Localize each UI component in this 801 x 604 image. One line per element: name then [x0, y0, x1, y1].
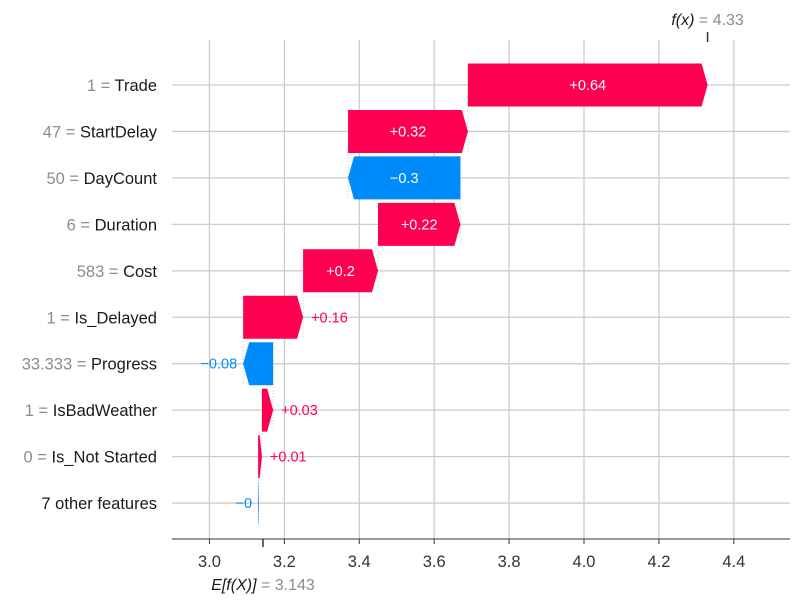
bar-value-label: +0.64 [569, 78, 606, 94]
bar-value-label: −0 [236, 496, 253, 512]
x-tick-label: 3.0 [198, 553, 221, 571]
waterfall-bar [258, 435, 262, 479]
bar-value-label: +0.2 [326, 264, 355, 280]
feature-value: 1 = [87, 77, 115, 95]
x-tick-label: 3.8 [498, 553, 521, 571]
feature-value: 47 = [43, 123, 80, 141]
feature-label: 0 = Is_Not Started [24, 449, 157, 467]
output-value-label: f(x) = 4.33 [671, 12, 744, 29]
feature-name: Progress [91, 356, 157, 374]
feature-name: Cost [123, 263, 157, 281]
feature-value: 583 = [77, 263, 123, 281]
feature-name: Duration [95, 216, 157, 234]
feature-name: StartDelay [80, 123, 158, 141]
waterfall-bar [378, 202, 461, 246]
feature-label: 1 = Is_Delayed [46, 309, 157, 327]
waterfall-bar [348, 156, 461, 200]
bar-value-label: −0.3 [390, 171, 419, 187]
feature-label: 1 = IsBadWeather [25, 402, 158, 420]
feature-name: DayCount [84, 170, 158, 188]
feature-name: IsBadWeather [53, 402, 158, 420]
feature-name: 7 other features [41, 495, 157, 513]
x-tick-label: 3.6 [423, 553, 446, 571]
feature-value: 1 = [25, 402, 53, 420]
waterfall-bar [243, 342, 274, 386]
x-tick-label: 3.4 [348, 553, 371, 571]
bar-value-label: +0.22 [401, 217, 438, 233]
bar-layer [242, 63, 708, 525]
feature-label: 1 = Trade [87, 77, 157, 95]
waterfall-bar [348, 109, 468, 153]
feature-value: 0 = [24, 449, 52, 467]
feature-name: Trade [115, 77, 158, 95]
waterfall-bar [243, 295, 304, 339]
waterfall-bar [258, 481, 259, 525]
feature-value: 6 = [67, 216, 95, 234]
x-tick-label: 4.4 [722, 553, 745, 571]
feature-value: 1 = [46, 309, 74, 327]
feature-name: Is_Not Started [52, 449, 157, 467]
grid-layer [172, 40, 790, 539]
bar-value-label: +0.03 [281, 403, 318, 419]
feature-value: 33.333 = [22, 356, 91, 374]
output-value-symbol: f(x) [671, 12, 694, 29]
waterfall-bar [467, 63, 708, 107]
label-layer: +0.64 1 = Trade +0.32 47 = StartDelay −0.3 50… [22, 77, 606, 513]
feature-label: 47 = StartDelay [43, 123, 158, 141]
base-value-symbol: E[f(X)] [211, 577, 257, 594]
bar-value-label: −0.08 [200, 357, 237, 373]
bar-value-label: +0.01 [270, 450, 307, 466]
annotation-layer: E[f(X)] = 3.143 f(x) = 4.33 [211, 12, 744, 594]
feature-label: 6 = Duration [67, 216, 157, 234]
waterfall-bar [303, 249, 378, 293]
base-value-label: E[f(X)] = 3.143 [211, 577, 315, 594]
feature-name: Is_Delayed [74, 309, 157, 327]
x-tick-label: 3.2 [273, 553, 296, 571]
feature-label: 7 other features [41, 495, 157, 513]
bar-value-label: +0.32 [390, 124, 427, 140]
feature-value: 50 = [46, 170, 83, 188]
feature-label: 50 = DayCount [46, 170, 157, 188]
feature-label: 33.333 = Progress [22, 356, 157, 374]
x-tick-label: 4.0 [573, 553, 596, 571]
x-axis: 3.0 3.2 3.4 3.6 3.8 4.0 4.2 4.4 [172, 538, 790, 571]
feature-label: 583 = Cost [77, 263, 158, 281]
output-value-number: = 4.33 [694, 12, 743, 29]
bar-value-label: +0.16 [311, 310, 348, 326]
x-tick-label: 4.2 [647, 553, 670, 571]
base-value-number: = 3.143 [257, 577, 315, 594]
waterfall-bar [261, 388, 274, 432]
